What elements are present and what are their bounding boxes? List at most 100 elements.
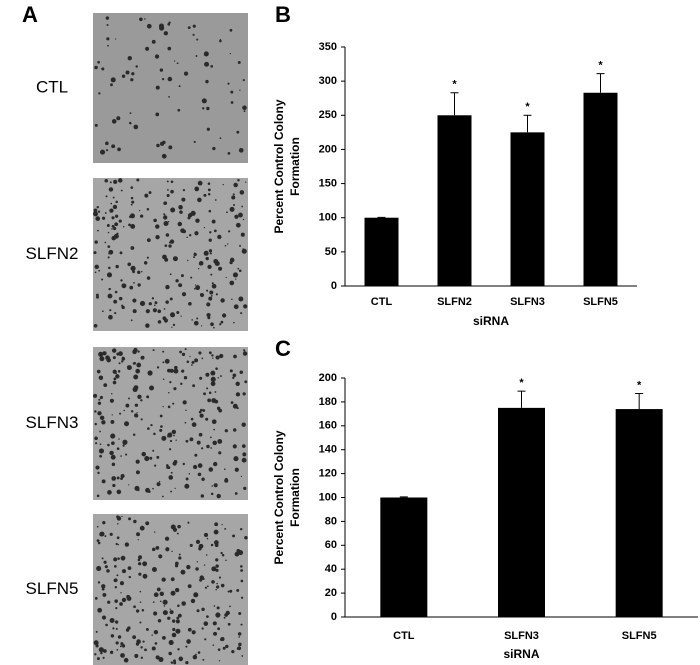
colony: [111, 216, 115, 220]
colony: [155, 112, 160, 117]
colony: [110, 454, 116, 460]
colony: [130, 196, 134, 200]
colony: [192, 24, 196, 28]
colony: [194, 453, 198, 457]
colony: [116, 447, 120, 451]
colony: [208, 238, 212, 242]
colony: [225, 644, 229, 649]
colony: [230, 101, 234, 104]
colony: [240, 312, 243, 315]
colony: [195, 55, 198, 57]
colony: [99, 443, 102, 446]
colony: [205, 417, 209, 421]
image-label: CTL: [36, 77, 68, 96]
colony: [213, 258, 219, 264]
colony: [128, 484, 130, 486]
colony: [193, 140, 196, 144]
colony: [105, 141, 109, 146]
colony: [214, 391, 217, 393]
colony: [145, 46, 150, 51]
colony: [204, 61, 210, 67]
colony: [137, 283, 141, 287]
colony: [106, 569, 110, 573]
colony: [224, 478, 229, 483]
colony: [104, 565, 108, 569]
colony: [240, 596, 244, 599]
colony: [138, 555, 143, 560]
colony: [104, 241, 107, 244]
colony: [208, 249, 213, 253]
colony: [145, 309, 150, 314]
y-tick-label: 350: [319, 41, 337, 53]
colony: [145, 323, 150, 328]
colony: [206, 444, 210, 449]
colony: [109, 532, 113, 536]
colony: [119, 412, 122, 415]
colony: [94, 422, 97, 426]
colony: [105, 623, 108, 627]
colony: [114, 620, 119, 624]
colony: [181, 197, 186, 202]
colony: [161, 495, 164, 498]
image-label: SLFN5: [26, 579, 79, 598]
colony: [189, 437, 194, 442]
colony: [200, 494, 205, 498]
colony: [146, 207, 150, 211]
colony: [135, 65, 138, 68]
colony: [121, 360, 124, 363]
colony-image: [93, 13, 248, 163]
colony: [144, 648, 147, 652]
colony: [164, 358, 170, 364]
colony: [105, 16, 110, 20]
colony: [229, 280, 235, 286]
colony: [194, 231, 199, 236]
colony: [132, 635, 137, 640]
significance: *: [525, 101, 530, 113]
colony: [241, 444, 246, 448]
colony: [171, 619, 176, 623]
colony: [119, 581, 125, 586]
colony: [101, 216, 106, 220]
colony: [170, 471, 173, 474]
colony: [112, 483, 116, 488]
colony: [173, 387, 177, 391]
colony: [172, 402, 175, 405]
colony: [187, 259, 189, 262]
colony: [219, 323, 222, 326]
colony: [167, 46, 172, 51]
colony: [121, 356, 126, 361]
colony: [195, 539, 201, 544]
colony: [206, 302, 211, 307]
colony: [96, 494, 100, 498]
colony: [205, 79, 209, 84]
colony: [174, 587, 180, 593]
colony: [186, 236, 188, 239]
colony: [242, 79, 245, 82]
colony: [113, 226, 117, 231]
colony: [202, 409, 206, 412]
colony: [235, 381, 240, 387]
colony: [240, 579, 244, 583]
colony: [157, 320, 162, 324]
colony: [128, 121, 132, 125]
colony: [120, 455, 122, 457]
colony: [108, 187, 114, 192]
colony: [119, 251, 123, 255]
colony: [218, 576, 222, 579]
y-tick-label: 20: [325, 587, 337, 599]
colony: [199, 575, 204, 580]
colony: [99, 415, 105, 421]
colony: [199, 292, 205, 298]
colony: [96, 539, 100, 543]
colony: [110, 420, 115, 424]
colony: [197, 197, 202, 203]
colony: [212, 357, 214, 359]
colony: [194, 186, 200, 192]
colony: [198, 410, 202, 414]
colony: [129, 215, 132, 219]
colony: [217, 627, 221, 631]
colony: [243, 110, 246, 113]
colony: [141, 608, 145, 612]
colony: [164, 244, 168, 248]
colony: [214, 522, 219, 527]
